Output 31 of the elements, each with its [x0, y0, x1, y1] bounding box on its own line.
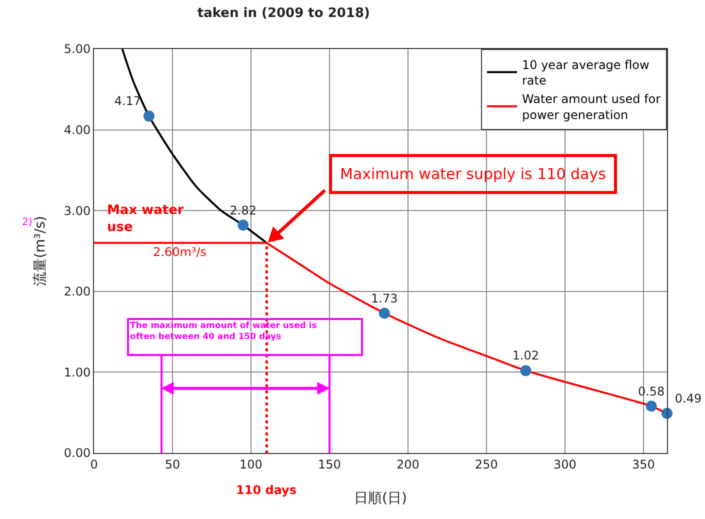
y-tick-label: 3.00: [64, 204, 91, 218]
x-tick-label: 250: [475, 457, 498, 472]
data-label: 4.17: [114, 94, 142, 108]
x-tick-label: 50: [164, 457, 180, 472]
y-tick-label: 0.00: [64, 446, 91, 460]
y-tick-label: 2.00: [64, 284, 91, 299]
annotation: Maximum water supply is 110 days: [340, 165, 606, 183]
y-tick-label: 5.00: [64, 42, 91, 56]
x-axis-title: 日順(日): [354, 490, 407, 507]
legend-label: Water amount used for power generation: [522, 92, 661, 122]
x-tick-label: 0: [90, 457, 98, 472]
annotation: The maximum amount of water used is often between 40 and 150 days: [130, 321, 317, 342]
data-label: 0.49: [674, 392, 702, 406]
x-tick-label: 350: [632, 457, 655, 472]
data-label: 1.73: [371, 291, 398, 306]
x-tick-label: 200: [396, 457, 420, 472]
text: 2): [22, 217, 32, 228]
data-label: 2.82: [230, 203, 256, 218]
data-label: 0.58: [638, 384, 665, 398]
annotation: 2.60m³/s: [153, 245, 207, 259]
y-tick-label: 4.00: [64, 123, 91, 137]
annotation: Max water use: [107, 203, 184, 235]
x-tick-label: 100: [240, 457, 262, 472]
legend-label: 10 year average flow rate: [522, 58, 650, 88]
chart-title: taken in (2009 to 2018): [197, 6, 370, 21]
y-tick-label: 1.00: [64, 365, 91, 380]
x-tick-label: 300: [554, 457, 576, 472]
x-tick-label: 150: [318, 457, 341, 472]
data-label: 1.02: [512, 348, 540, 363]
y-axis-title: 流量(m³/s): [32, 216, 48, 286]
ref-line-label: 110 days: [236, 483, 297, 497]
